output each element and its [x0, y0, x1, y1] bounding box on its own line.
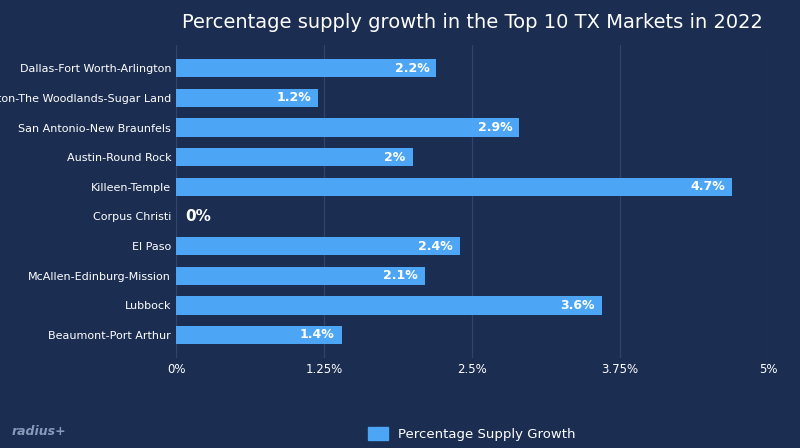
Text: 0%: 0% — [186, 209, 211, 224]
Text: 2.1%: 2.1% — [382, 269, 418, 282]
Text: radius+: radius+ — [12, 425, 66, 438]
Text: 2.9%: 2.9% — [478, 121, 512, 134]
Bar — [176, 118, 519, 137]
Text: 2.4%: 2.4% — [418, 240, 453, 253]
Bar — [176, 267, 425, 285]
Bar — [176, 326, 342, 344]
Bar — [176, 59, 437, 78]
Bar — [176, 148, 413, 166]
Title: Percentage supply growth in the Top 10 TX Markets in 2022: Percentage supply growth in the Top 10 T… — [182, 13, 762, 32]
Bar — [176, 89, 318, 107]
Bar — [176, 296, 602, 314]
Text: 2.2%: 2.2% — [394, 62, 430, 75]
Text: 2%: 2% — [385, 151, 406, 164]
Bar — [176, 177, 733, 196]
Text: 4.7%: 4.7% — [690, 180, 726, 193]
Text: 3.6%: 3.6% — [561, 299, 595, 312]
Bar — [176, 237, 460, 255]
Text: 1.4%: 1.4% — [300, 328, 334, 341]
Text: 1.2%: 1.2% — [276, 91, 311, 104]
Legend: Percentage Supply Growth: Percentage Supply Growth — [362, 422, 582, 446]
